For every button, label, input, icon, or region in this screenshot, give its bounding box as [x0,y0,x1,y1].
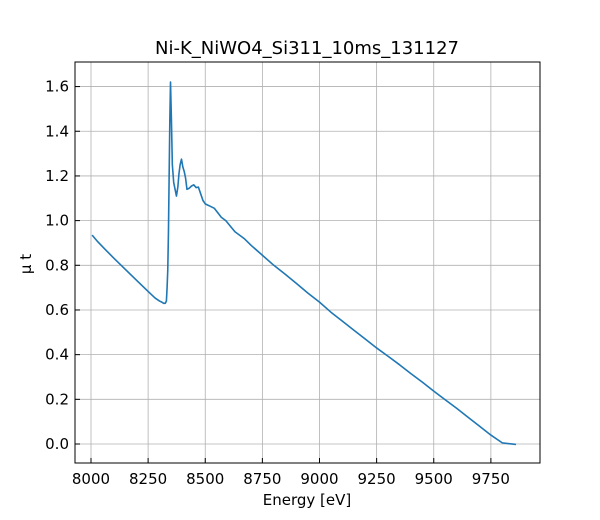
y-tick-label: 0.4 [45,346,69,364]
y-tick-label: 1.4 [45,122,69,140]
y-tick-label: 1.6 [45,78,69,96]
series-layer [91,81,517,446]
y-tick-label: 1.0 [45,212,69,230]
x-tick-label: 9250 [358,470,396,488]
x-tick-label: 8000 [72,470,110,488]
x-tick-label: 9500 [415,470,453,488]
x-axis-label: Energy [eV] [263,491,351,509]
y-tick-label: 0.0 [45,435,69,453]
y-tick-label: 0.2 [45,390,69,408]
x-tick-label: 9750 [472,470,510,488]
ticks: 8000 8250 8500 8750 9000 9250 9500 9750 0.0 0.2 0.… [45,78,510,488]
y-tick-label: 0.8 [45,256,69,274]
y-axis-label: μ t [17,254,35,274]
plot-area-frame [74,61,541,464]
series-line [91,81,517,446]
x-tick-label: 8250 [129,470,167,488]
x-tick-label: 8750 [243,470,281,488]
y-tick-label: 1.2 [45,167,69,185]
grid [75,62,540,463]
chart-title: Ni-K_NiWO4_Si311_10ms_131127 [155,38,459,59]
y-tick-label: 0.6 [45,301,69,319]
x-tick-label: 8500 [186,470,224,488]
x-tick-label: 9000 [300,470,338,488]
